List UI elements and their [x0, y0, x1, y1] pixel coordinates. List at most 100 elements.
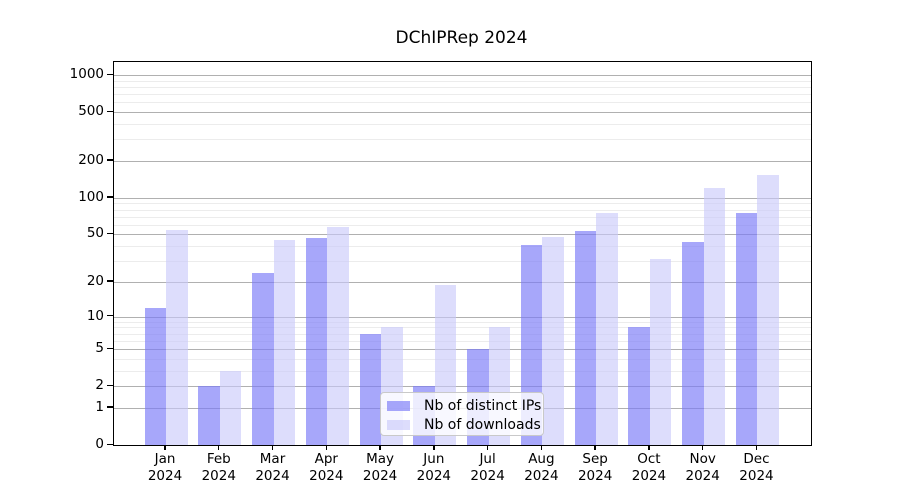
- legend-label-downloads: Nb of downloads: [424, 417, 541, 433]
- x-axis-tick: [379, 445, 381, 450]
- x-tick-label: Mar 2024: [255, 451, 290, 484]
- x-axis-tick: [648, 445, 650, 450]
- gridline-major: [114, 281, 811, 283]
- y-axis-tick: [107, 406, 113, 408]
- bar-downloads-jan: [166, 230, 188, 445]
- gridline-major: [114, 234, 811, 236]
- gridline-minor: [114, 321, 811, 323]
- x-axis-tick: [433, 445, 435, 450]
- x-axis-tick: [594, 445, 596, 450]
- x-tick-label: May 2024: [362, 451, 398, 484]
- gridline-major: [114, 160, 811, 162]
- gridline-minor: [114, 209, 811, 211]
- x-axis-tick: [325, 445, 327, 450]
- gridline-minor: [114, 246, 811, 248]
- y-axis-tick: [107, 73, 113, 75]
- gridline-minor: [114, 102, 811, 104]
- bar-downloads-feb: [219, 370, 242, 445]
- gridline-major: [114, 112, 811, 114]
- gridline-minor: [114, 358, 811, 360]
- x-tick-label: Jan 2024: [147, 451, 183, 484]
- bar-distinct-ips-sep: [574, 231, 597, 445]
- gridline-minor: [114, 80, 811, 82]
- bar-distinct-ips-nov: [682, 242, 704, 445]
- bar-downloads-aug: [542, 236, 564, 445]
- y-axis-tick: [107, 384, 113, 387]
- x-axis-tick: [164, 445, 166, 450]
- y-axis-tick: [107, 196, 113, 198]
- y-tick-label: 500: [78, 103, 104, 120]
- bar-downloads-oct: [649, 259, 672, 445]
- y-tick-label: 20: [86, 272, 104, 289]
- x-tick-label: Oct 2024: [631, 451, 667, 484]
- legend-swatch-downloads: [387, 420, 410, 430]
- gridline-minor: [114, 139, 811, 141]
- x-axis-tick: [540, 445, 543, 450]
- y-axis-tick: [107, 443, 113, 445]
- y-tick-label: 5: [95, 340, 104, 357]
- bar-distinct-ips-oct: [628, 327, 650, 445]
- chart-title: DChIPRep 2024: [395, 28, 528, 48]
- bar-distinct-ips-dec: [735, 213, 758, 445]
- gridline-minor: [114, 327, 811, 329]
- x-tick-label: Apr 2024: [309, 451, 344, 484]
- gridline-minor: [114, 261, 811, 263]
- bar-distinct-ips-apr: [305, 237, 328, 445]
- y-tick-label: 50: [86, 225, 104, 242]
- y-axis-tick: [107, 347, 113, 349]
- gridline-minor: [114, 94, 811, 96]
- gridline-minor: [114, 333, 811, 335]
- bar-downloads-sep: [596, 213, 618, 445]
- x-axis-tick: [218, 445, 220, 450]
- bar-downloads-nov: [703, 188, 726, 445]
- x-tick-label: Jun 2024: [416, 451, 452, 484]
- y-axis-tick: [107, 159, 113, 161]
- bar-distinct-ips-mar: [252, 272, 274, 445]
- gridlines-layer: [114, 62, 811, 445]
- bar-distinct-ips-feb: [198, 386, 220, 445]
- x-tick-label: Sep 2024: [577, 451, 613, 484]
- y-axis-tick: [107, 110, 113, 112]
- gridline-minor: [114, 123, 811, 125]
- x-tick-label: Dec 2024: [739, 451, 774, 484]
- legend-item-downloads: Nb of downloads: [387, 416, 541, 434]
- gridline-major: [114, 386, 811, 388]
- bar-distinct-ips-may: [359, 333, 382, 445]
- x-axis-tick: [702, 445, 704, 450]
- y-tick-label: 10: [86, 307, 104, 324]
- x-tick-label: Aug 2024: [524, 451, 559, 484]
- bar-distinct-ips-jan: [144, 307, 166, 445]
- y-tick-label: 100: [78, 188, 104, 205]
- gridline-major: [114, 75, 811, 76]
- gridline-minor: [114, 340, 811, 342]
- legend-swatch-distinct-ips: [387, 401, 410, 411]
- x-axis-tick: [271, 445, 274, 450]
- gridline-minor: [114, 370, 811, 372]
- gridline-minor: [114, 86, 811, 88]
- bar-downloads-apr: [327, 226, 349, 445]
- gridline-major: [114, 349, 811, 351]
- y-axis-tick: [107, 280, 113, 282]
- x-tick-label: Nov 2024: [685, 451, 720, 484]
- legend: Nb of distinct IPs Nb of downloads: [380, 392, 544, 436]
- gridline-minor: [114, 203, 811, 205]
- y-tick-label: 1: [95, 398, 104, 415]
- x-axis-tick: [486, 445, 489, 450]
- gridline-minor: [114, 216, 811, 218]
- y-tick-label: 0: [95, 436, 104, 452]
- y-tick-label: 2: [95, 377, 104, 394]
- bar-downloads-mar: [273, 239, 296, 445]
- plot-area: [113, 61, 812, 446]
- gridline-major: [114, 316, 811, 318]
- y-axis-tick: [107, 232, 113, 235]
- x-axis-tick: [755, 445, 758, 450]
- legend-item-distinct-ips: Nb of distinct IPs: [387, 397, 541, 415]
- y-tick-label: 200: [78, 151, 104, 168]
- y-tick-label: 1000: [69, 66, 104, 82]
- bar-downloads-dec: [757, 174, 779, 445]
- gridline-minor: [114, 224, 811, 226]
- y-axis-tick: [107, 315, 113, 317]
- x-tick-label: Jul 2024: [470, 451, 505, 484]
